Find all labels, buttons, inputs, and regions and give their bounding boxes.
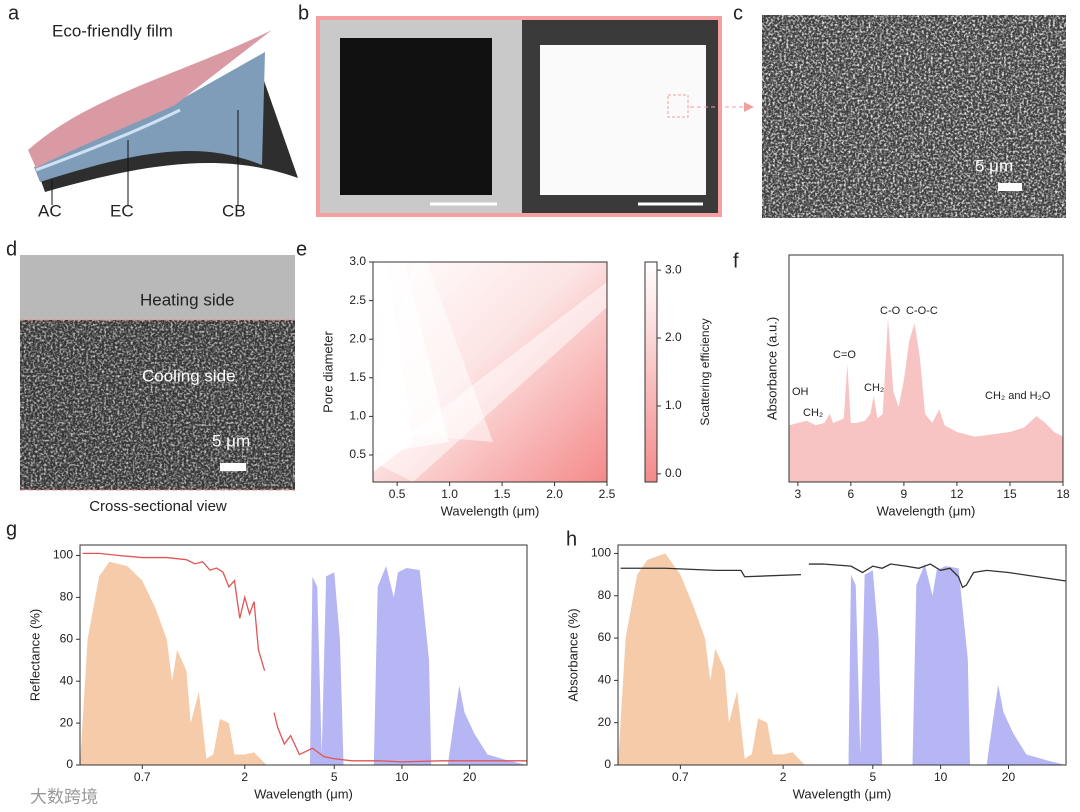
x-tick-label: 1.5: [494, 487, 511, 501]
y-tick-label: 1.5: [349, 370, 366, 384]
x-axis-label: Wavelength (μm): [877, 503, 976, 518]
y-tick-label: 60: [598, 630, 612, 644]
film-illustration: [28, 30, 298, 205]
x-axis-label: Wavelength (μm): [254, 786, 353, 801]
y-tick-label: 80: [60, 590, 74, 604]
region-label: Cooling side: [142, 366, 236, 385]
sem-cross-section: [20, 255, 295, 491]
y-tick-label: 0: [604, 757, 611, 771]
x-tick-label: 0.7: [134, 770, 151, 784]
y-tick-label: 20: [598, 715, 612, 729]
x-axis-label: Wavelength (μm): [793, 786, 892, 801]
annotation: CH₂: [803, 407, 823, 419]
x-tick-label: 20: [1002, 770, 1016, 784]
x-tick-label: 0.7: [672, 770, 689, 784]
x-tick-label: 18: [1056, 487, 1070, 501]
y-axis-label: Pore diameter: [320, 331, 335, 413]
x-tick-label: 2: [780, 770, 787, 784]
panel-label: b: [298, 2, 309, 24]
y-tick-label: 3.0: [349, 254, 366, 268]
panel-label: e: [296, 238, 307, 260]
y-tick-label: 1.0: [349, 409, 366, 423]
x-tick-label: 10: [934, 770, 948, 784]
colorbar-tick-label: 0.0: [665, 466, 682, 480]
x-tick-label: 10: [395, 770, 409, 784]
scale-label: 5 μm: [212, 431, 250, 450]
y-axis-label: Absorbance (%): [565, 608, 580, 701]
y-tick-label: 40: [598, 673, 612, 687]
x-tick-label: 20: [463, 770, 477, 784]
area: [309, 565, 527, 765]
area: [80, 561, 267, 765]
heatmap-band: [373, 282, 607, 482]
annotation: OH: [792, 386, 809, 398]
y-tick-label: 20: [60, 715, 74, 729]
area: [618, 553, 805, 765]
x-tick-label: 2: [241, 770, 248, 784]
y-axis-label: Absorbance (a.u.): [764, 317, 779, 420]
y-tick-label: 60: [60, 631, 74, 645]
plot-frame: [372, 261, 608, 483]
sem-image: [762, 15, 1066, 218]
y-tick-label: 100: [591, 546, 611, 560]
x-tick-label: 5: [869, 770, 876, 784]
x-tick-label: 9: [901, 487, 908, 501]
annotation: CH₂: [864, 382, 884, 394]
x-tick-label: 12: [950, 487, 964, 501]
watermark: 大数跨境: [30, 787, 98, 806]
colorbar-tick-label: 3.0: [665, 262, 682, 276]
panel-label: d: [6, 238, 17, 260]
x-tick-label: 3: [794, 487, 801, 501]
colorbar-tick-label: 1.0: [665, 398, 682, 412]
caption: Cross-sectional view: [89, 498, 227, 515]
scale-label: 5 μm: [975, 156, 1013, 175]
layer-label: CB: [222, 201, 246, 220]
annotation: C=O: [833, 349, 856, 361]
x-tick-label: 6: [848, 487, 855, 501]
x-tick-label: 2.0: [546, 487, 563, 501]
colorbar: [644, 261, 658, 483]
plot-frame: [79, 544, 528, 766]
plot-frame: [617, 544, 1067, 766]
annotation: C-O-C: [906, 305, 938, 317]
x-tick-label: 2.5: [599, 487, 616, 501]
panel-label: a: [8, 2, 20, 24]
x-tick-label: 15: [1003, 487, 1017, 501]
y-tick-label: 2.5: [349, 293, 366, 307]
x-tick-label: 1.0: [441, 487, 458, 501]
y-tick-label: 80: [598, 588, 612, 602]
colorbar-tick-label: 2.0: [665, 330, 682, 344]
annotation: CH₂ and H₂O: [985, 390, 1051, 402]
region-label: Heating side: [140, 290, 235, 309]
plot-frame: [788, 254, 1064, 483]
panel-label: h: [566, 528, 577, 550]
y-tick-label: 2.0: [349, 331, 366, 345]
annotation: C-O: [880, 305, 901, 317]
area: [789, 318, 1063, 482]
colorbar-label: Scattering efficiency: [698, 318, 712, 425]
x-tick-label: 0.5: [389, 487, 406, 501]
film-title: Eco-friendly film: [52, 21, 173, 40]
line: [82, 552, 527, 763]
panel-label: c: [733, 2, 743, 24]
panel-label: f: [733, 250, 739, 272]
y-tick-label: 0.5: [349, 447, 366, 461]
area: [848, 564, 1066, 765]
y-tick-label: 0: [66, 757, 73, 771]
y-tick-label: 100: [53, 548, 73, 562]
y-tick-label: 40: [60, 673, 74, 687]
line: [620, 563, 1067, 589]
layer-label: AC: [38, 201, 62, 220]
x-axis-label: Wavelength (μm): [441, 503, 540, 518]
x-tick-label: 5: [331, 770, 338, 784]
layer-label: EC: [110, 201, 134, 220]
y-axis-label: Reflectance (%): [27, 609, 42, 701]
panel-label: g: [6, 518, 17, 540]
photo: [316, 16, 754, 217]
